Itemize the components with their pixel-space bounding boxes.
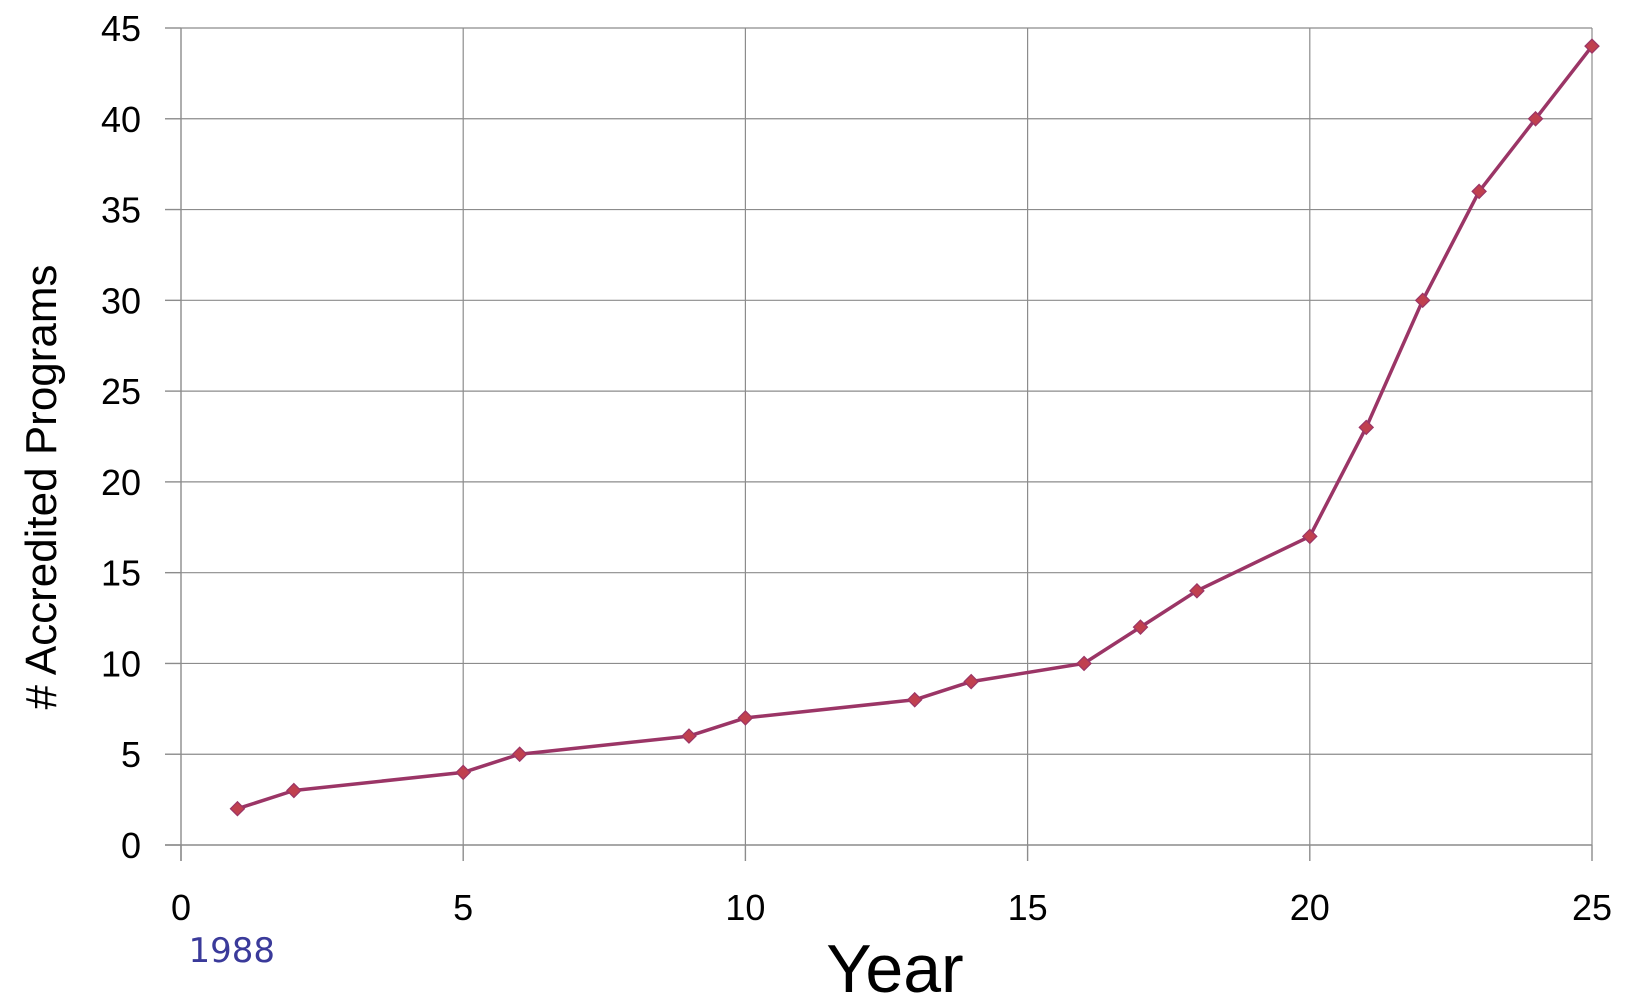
- y-tick-label: 40: [101, 99, 141, 140]
- x-tick-label: 5: [453, 887, 473, 928]
- y-tick-label: 45: [101, 8, 141, 49]
- y-tick-label: 35: [101, 190, 141, 231]
- x-tick-label: 10: [725, 887, 765, 928]
- annotations: 1988: [188, 931, 275, 971]
- data-point: [1076, 655, 1092, 672]
- data-point: [286, 782, 302, 799]
- grid: [181, 27, 1593, 845]
- data-point: [1414, 292, 1431, 309]
- data-point: [681, 728, 697, 744]
- x-tick-label: 20: [1290, 887, 1330, 928]
- data-point: [1358, 419, 1375, 436]
- x-tick-labels: 0 5 10 15 20 25: [171, 887, 1612, 928]
- data-point: [455, 764, 472, 781]
- y-tick-label: 10: [101, 643, 141, 684]
- data-point: [1189, 582, 1205, 599]
- data-point: [229, 800, 246, 817]
- y-axis-title: # Accredited Programs: [17, 264, 66, 709]
- data-point: [1301, 528, 1318, 545]
- markers: [229, 38, 1600, 817]
- y-tick-label: 15: [101, 553, 141, 594]
- data-point: [1527, 110, 1544, 127]
- y-tick-label: 20: [101, 462, 141, 503]
- y-tick-label: 25: [101, 371, 141, 412]
- axes: [165, 27, 1593, 861]
- x-tick-label: 25: [1572, 887, 1612, 928]
- start-year-annotation: 1988: [188, 931, 275, 971]
- y-tick-labels: 0 5 10 15 20 25 30 35 40 45: [101, 8, 141, 866]
- data-point: [737, 710, 754, 726]
- data-point: [1471, 183, 1487, 200]
- x-tick-label: 0: [171, 887, 191, 928]
- data-point: [906, 691, 923, 708]
- y-tick-label: 30: [101, 280, 141, 321]
- y-tick-label: 5: [121, 734, 141, 775]
- x-axis-title: Year: [826, 931, 963, 1000]
- data-point: [1584, 38, 1600, 55]
- data-point: [1132, 619, 1149, 635]
- data-point: [511, 746, 528, 763]
- y-tick-label: 0: [121, 825, 141, 866]
- x-tick-label: 15: [1008, 887, 1048, 928]
- data-point: [963, 673, 980, 690]
